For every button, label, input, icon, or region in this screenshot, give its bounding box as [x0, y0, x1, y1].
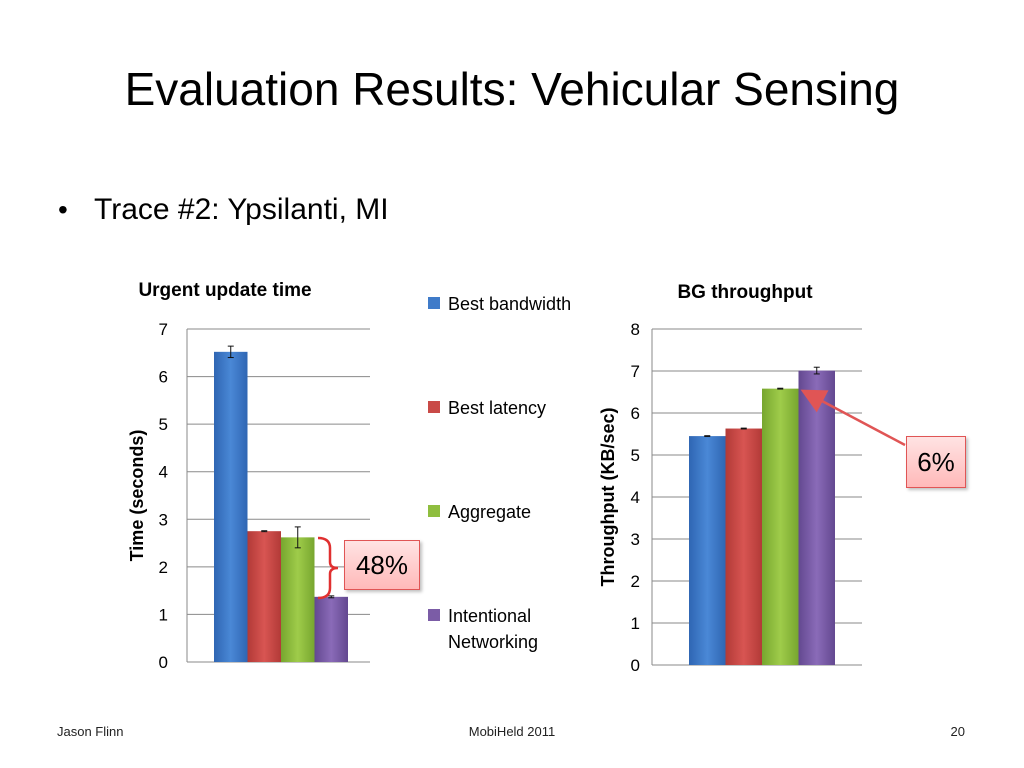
- legend-item: Intentional Networking: [428, 604, 578, 655]
- bar: [798, 370, 835, 665]
- legend-swatch: [428, 297, 440, 309]
- bar: [725, 428, 762, 665]
- bar: [247, 531, 281, 662]
- y-tick-label: 5: [631, 446, 640, 465]
- y-tick-label: 1: [159, 605, 168, 624]
- y-axis-label: Time (seconds): [127, 430, 147, 562]
- y-axis-label: Throughput (KB/sec): [598, 408, 618, 587]
- chart-2-title: BG throughput: [677, 282, 813, 303]
- bullet-text: Trace #2: Ypsilanti, MI: [94, 193, 389, 226]
- y-tick-label: 7: [631, 362, 640, 381]
- bullet-dot-icon: •: [58, 194, 68, 225]
- bar: [762, 388, 799, 665]
- y-tick-label: 7: [159, 320, 168, 339]
- y-tick-label: 4: [631, 488, 640, 507]
- footer-author: Jason Flinn: [57, 724, 124, 739]
- slide-title: Evaluation Results: Vehicular Sensing: [124, 63, 900, 115]
- legend-label: Intentional Networking: [448, 606, 539, 652]
- y-tick-label: 5: [159, 415, 168, 434]
- footer-conference: MobiHeld 2011: [468, 724, 556, 739]
- y-tick-label: 6: [159, 368, 168, 387]
- callout-48-percent: 48%: [344, 540, 420, 590]
- chart-urgent-update-time: 0 1 2 3 4 5 6 7 Time (seconds): [127, 320, 370, 672]
- chart-bg-throughput: 0 1 2 3 4 5 6 7 8 Throughput (KB/sec): [598, 320, 862, 675]
- y-tick-label: 2: [159, 558, 168, 577]
- y-tick-label: 1: [631, 614, 640, 633]
- y-tick-label: 3: [631, 530, 640, 549]
- y-tick-label: 4: [159, 463, 168, 482]
- bar: [689, 436, 726, 665]
- legend-swatch: [428, 609, 440, 621]
- y-tick-label: 0: [631, 656, 640, 675]
- y-tick-label: 2: [631, 572, 640, 591]
- y-tick-label: 8: [631, 320, 640, 339]
- y-tick-label: 0: [159, 653, 168, 672]
- arrow-annotation: [800, 389, 906, 447]
- legend-item: Best bandwidth: [428, 292, 578, 317]
- bullet-item: • Trace #2: Ypsilanti, MI: [58, 190, 389, 230]
- y-tick-label: 6: [631, 404, 640, 423]
- legend-label: Aggregate: [448, 502, 532, 522]
- legend-swatch: [428, 401, 440, 413]
- y-tick-label: 3: [159, 510, 168, 529]
- chart-1-title: Urgent update time: [138, 280, 312, 301]
- legend-label: Best latency: [448, 398, 547, 418]
- callout-6-percent: 6%: [906, 436, 966, 488]
- annotations: [317, 389, 906, 600]
- bar: [281, 537, 315, 662]
- bar: [314, 596, 348, 662]
- legend-item: Aggregate: [428, 500, 578, 525]
- legend-item: Best latency: [428, 396, 578, 421]
- brace-annotation: [317, 536, 339, 600]
- footer-page-number: 20: [950, 724, 965, 739]
- bar: [214, 351, 248, 662]
- legend-label: Best bandwidth: [448, 294, 572, 314]
- legend-swatch: [428, 505, 440, 517]
